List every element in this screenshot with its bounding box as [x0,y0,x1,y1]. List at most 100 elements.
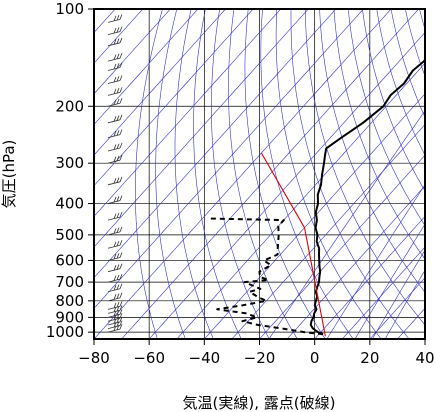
dry-adiabat-line [228,9,298,339]
dry-adiabat-line [155,9,186,339]
wind-barb-flag [116,38,120,44]
y-tick-label: 700 [55,273,84,291]
wind-barb-flag [119,176,123,182]
wind-barb-flag [119,252,123,258]
isotherm-line [424,338,425,339]
wind-barb-flag [113,54,117,60]
wind-barb-flag [113,265,117,271]
isotherm-line [369,277,425,339]
wind-barb-flag [113,228,117,234]
dry-adiabat-line [260,9,354,339]
x-tick-label: −40 [189,349,221,367]
x-axis-ticks: −80 −60 −40 −20 0 20 40 [78,339,435,367]
wind-barb-flag [119,129,123,135]
isotherm-line [231,124,425,339]
dry-adiabat-line [290,9,410,339]
wind-barb-flag [119,316,123,323]
wind-barb-flag [119,114,123,120]
wind-barb-flag [119,211,123,218]
wind-barb-flag [116,196,120,202]
wind-barb-flag [113,241,117,247]
wind-barb-flag [113,302,117,308]
wind-barb [107,26,123,35]
wind-barb-flag [119,87,123,93]
wind-barb-flag [113,285,117,291]
wind-barb-flag [116,98,120,105]
wind-barb [107,283,123,293]
wind-barb-flag [119,26,123,32]
wind-barb-flag [116,115,120,121]
wind-barb [107,75,123,84]
wind-barbs [107,14,123,333]
wind-barb-flag [119,309,123,315]
dry-adiabat-line [135,9,163,339]
wind-barb [107,176,123,186]
temperature-profile-line [309,58,425,336]
wind-barb-flag [119,292,123,298]
wind-barb [107,195,123,204]
wind-barb-flag [116,87,120,94]
isotherm-line [94,9,281,217]
isotherm-line [94,9,226,156]
wind-barb-flag [113,275,117,281]
wind-barb [107,87,123,96]
wind-barb [107,142,123,152]
dry-adiabat-line [193,9,242,339]
y-tick-label: 800 [55,292,84,310]
background-grid [94,9,425,339]
wind-barb-flag [113,294,117,300]
wind-barb [107,155,123,164]
dry-adiabat-line [244,9,326,339]
mixing-ratio-line [384,269,425,339]
wind-barb [107,52,123,62]
wind-barb-flag [113,156,117,162]
x-tick-label: −80 [78,349,110,367]
wind-barb [107,292,123,302]
wind-barb-flag [116,212,120,218]
wind-barb-flag [119,324,123,330]
wind-barb-flag [116,27,120,33]
isotherm-line [94,9,364,309]
isotherm-line [314,215,425,339]
mixing-ratio-line [354,223,425,339]
wind-barb-flag [119,14,123,20]
dry-adiabat-line [319,9,425,293]
wind-barb-flag [119,195,123,201]
wind-barb-flag [119,62,123,68]
x-tick-label: 0 [310,349,320,367]
wind-barb-flag [119,313,123,319]
isotherm-line [176,62,425,339]
dry-adiabat-line [419,9,425,31]
isotherm-line [94,9,337,279]
wind-barb-flag [119,37,123,43]
wind-barb-flag [119,301,123,307]
wind-barb-flag [113,15,117,22]
mixing-ratio-line [268,110,425,339]
isotherm-line [342,246,425,339]
wind-barb-flag [113,63,117,70]
y-tick-label: 1000 [46,323,84,341]
isotherm-line [121,9,419,339]
wind-barb-flag [116,53,120,60]
wind-barb-flag [113,130,117,137]
wind-barb-flag [113,27,117,34]
wind-barb-flag [116,284,120,290]
wind-barb-flag [116,14,120,21]
wind-barb [107,263,123,273]
isotherm-line [94,9,254,187]
profile-series [207,58,425,337]
wind-barb-flag [116,155,120,162]
wind-barb-flag [116,63,120,69]
dry-adiabat-line [347,9,425,226]
wind-barb-flag [113,88,117,94]
mixing-ratio-line [372,249,425,339]
wind-barb [107,98,123,107]
wind-barb-flag [119,226,123,233]
wind-barb-flag [113,116,117,122]
isotherm-line [94,9,392,339]
wind-barb-flag [119,263,123,269]
y-tick-label: 200 [55,97,84,115]
wind-barb-flag [116,76,120,82]
